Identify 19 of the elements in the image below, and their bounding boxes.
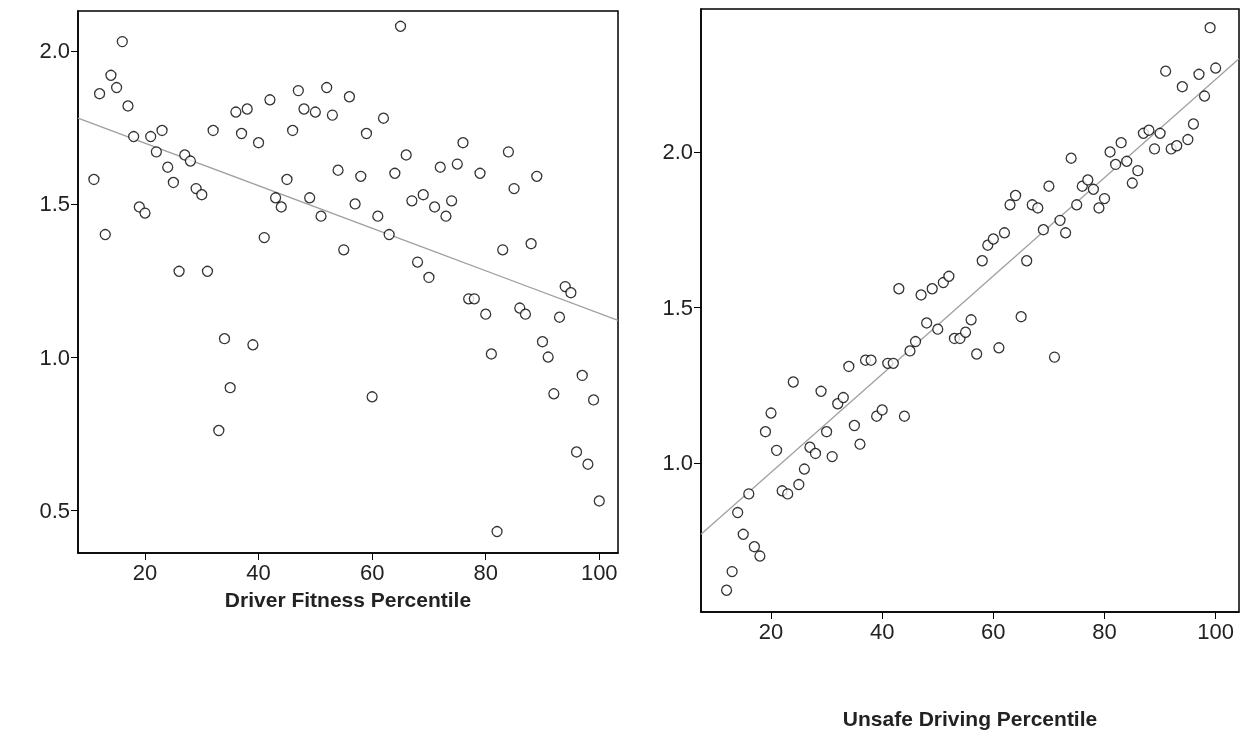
x-axis-title: Driver Fitness Percentile [224, 588, 472, 611]
y-tick-label: 1.5 [39, 191, 70, 217]
y-tick-label: 1.5 [662, 294, 693, 320]
x-tick-label: 40 [246, 559, 271, 585]
y-tick-label: 1.0 [39, 344, 70, 370]
x-tick-label: 40 [869, 618, 895, 644]
y-tick-label: 1.0 [662, 450, 693, 476]
y-tick-label: 2.0 [39, 38, 70, 64]
x-tick-label: 80 [1092, 618, 1117, 644]
x-tick-label: 20 [132, 559, 158, 585]
x-tick-label: 60 [359, 559, 385, 585]
y-tick-label: 2.0 [662, 139, 693, 165]
x-tick-label: 20 [758, 618, 784, 644]
x-axis-title: Unsafe Driving Percentile [842, 707, 1098, 730]
x-tick-label: 100 [580, 559, 618, 585]
y-tick-label: 0.5 [39, 497, 70, 523]
x-tick-label: 100 [1197, 618, 1235, 644]
x-tick-label: 80 [473, 559, 498, 585]
x-tick-label: 60 [981, 618, 1006, 644]
